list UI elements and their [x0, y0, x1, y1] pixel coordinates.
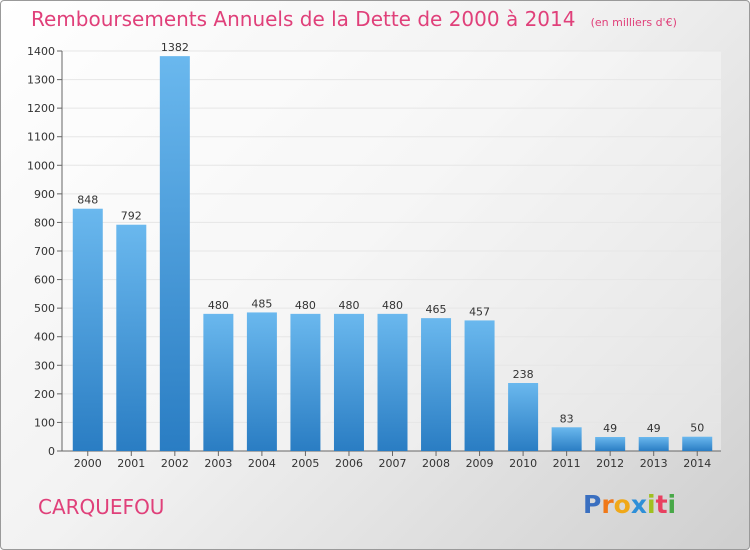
x-tick-label: 2010 [509, 457, 537, 470]
bar-value-label: 480 [382, 299, 403, 312]
chart-title: Remboursements Annuels de la Dette de 20… [31, 7, 677, 31]
y-tick-label: 100 [34, 416, 55, 429]
y-tick-label: 400 [34, 331, 55, 344]
bar [682, 436, 713, 451]
bar [595, 437, 626, 451]
x-tick-label: 2007 [379, 457, 407, 470]
x-tick-label: 2000 [74, 457, 102, 470]
bar-value-label: 485 [251, 297, 272, 310]
x-tick-label: 2012 [596, 457, 624, 470]
x-tick-label: 2004 [248, 457, 276, 470]
logo-letter: i [647, 490, 656, 519]
bar-value-label: 480 [338, 299, 359, 312]
bar [159, 56, 190, 452]
bar [638, 437, 669, 451]
bar-value-label: 49 [603, 422, 617, 435]
y-tick-label: 1400 [27, 45, 55, 58]
y-tick-label: 900 [34, 188, 55, 201]
y-tick-label: 1000 [27, 159, 55, 172]
x-tick-label: 2013 [640, 457, 668, 470]
bar [333, 313, 364, 451]
y-tick-label: 1100 [27, 131, 55, 144]
bar [551, 427, 582, 451]
bar-value-label: 1382 [161, 41, 189, 54]
logo-letter: o [613, 490, 631, 519]
x-tick-label: 2014 [683, 457, 711, 470]
y-tick-label: 1200 [27, 102, 55, 115]
y-tick-label: 700 [34, 245, 55, 258]
bar [290, 313, 321, 451]
bar-value-label: 848 [77, 194, 98, 207]
x-tick-label: 2001 [117, 457, 145, 470]
logo-letter: r [601, 490, 614, 519]
bar-value-label: 480 [295, 299, 316, 312]
bar-value-label: 465 [426, 303, 447, 316]
y-tick-label: 0 [48, 445, 55, 458]
logo-letter: t [655, 490, 668, 519]
bar [377, 313, 408, 451]
x-tick-label: 2005 [291, 457, 319, 470]
bar [464, 320, 495, 451]
bar [203, 313, 234, 451]
logo-letter: x [630, 490, 647, 519]
bar-value-label: 83 [560, 412, 574, 425]
bar [421, 318, 452, 451]
logo-letter: P [583, 490, 602, 519]
y-tick-label: 1300 [27, 74, 55, 87]
x-tick-label: 2002 [161, 457, 189, 470]
city-name: CARQUEFOU [38, 495, 165, 519]
chart-unit-label: (en milliers d'€) [590, 16, 677, 29]
bar-value-label: 238 [513, 368, 534, 381]
y-tick-label: 300 [34, 359, 55, 372]
x-tick-label: 2009 [466, 457, 494, 470]
logo-letter: i [667, 490, 677, 519]
bar-value-label: 50 [690, 422, 704, 435]
x-tick-label: 2008 [422, 457, 450, 470]
bar-value-label: 457 [469, 305, 490, 318]
y-tick-label: 800 [34, 216, 55, 229]
bar [508, 383, 539, 451]
bar-value-label: 49 [647, 422, 661, 435]
bar-value-label: 480 [208, 299, 229, 312]
y-tick-label: 600 [34, 274, 55, 287]
x-tick-label: 2003 [204, 457, 232, 470]
x-tick-label: 2006 [335, 457, 363, 470]
bar [246, 312, 277, 451]
y-tick-label: 200 [34, 388, 55, 401]
y-tick-label: 500 [34, 302, 55, 315]
bar [72, 208, 103, 451]
chart-title-main: Remboursements Annuels de la Dette de 20… [31, 7, 576, 31]
proxiti-logo: Proxiti [583, 490, 676, 519]
bar [116, 224, 147, 451]
bar-value-label: 792 [121, 210, 142, 223]
x-tick-label: 2011 [553, 457, 581, 470]
